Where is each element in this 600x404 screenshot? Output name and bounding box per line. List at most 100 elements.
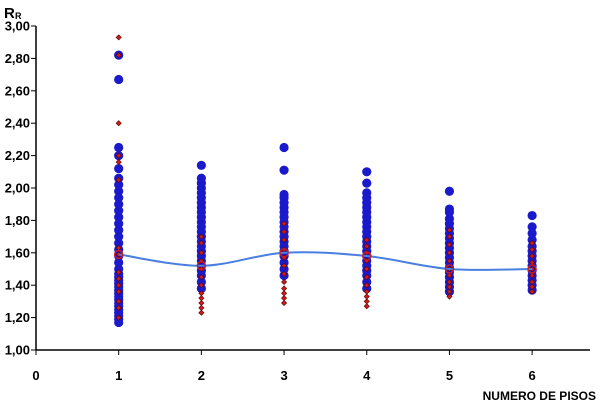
red-point: [198, 299, 205, 307]
x-tick-label: 4: [363, 368, 371, 383]
red-point: [446, 233, 453, 240]
red-point: [529, 240, 536, 247]
red-point: [446, 249, 453, 256]
red-point: [198, 249, 205, 256]
blue-point: [114, 206, 124, 216]
red-point: [115, 152, 122, 159]
y-tick-label: 1,60: [5, 245, 30, 260]
red-point: [115, 275, 122, 282]
blue-point: [114, 238, 124, 248]
y-tick-label: 2,40: [5, 116, 30, 131]
blue-point: [527, 235, 537, 245]
red-point: [115, 159, 122, 166]
blue-point: [362, 277, 372, 287]
red-point: [529, 288, 536, 295]
blue-point: [114, 219, 124, 229]
red-point: [363, 236, 370, 243]
red-point: [198, 274, 205, 281]
y-tick-label: 3,00: [5, 19, 30, 34]
x-tick-label: 0: [32, 368, 39, 383]
red-point: [281, 236, 288, 243]
blue-point: [527, 241, 537, 251]
red-point: [198, 309, 205, 316]
y-tick-label: 1,20: [5, 310, 30, 325]
red-point: [446, 241, 453, 248]
red-point: [363, 298, 370, 305]
red-point: [446, 283, 453, 290]
series-red-points: [115, 34, 536, 321]
blue-point: [527, 210, 537, 221]
red-point: [115, 288, 122, 295]
x-tick-label: 3: [280, 368, 287, 383]
blue-point: [444, 214, 455, 224]
blue-point: [114, 142, 124, 153]
blue-point: [114, 257, 124, 268]
red-point: [363, 293, 370, 300]
red-point: [198, 257, 205, 264]
x-tick-label: 1: [115, 368, 122, 383]
blue-point: [279, 189, 289, 200]
red-point: [363, 243, 370, 250]
y-tick-label: 2,80: [5, 51, 30, 66]
red-point: [115, 269, 122, 276]
y-tick-label: 1,80: [5, 213, 30, 228]
red-point: [446, 272, 453, 279]
blue-point: [114, 225, 124, 235]
red-point: [198, 304, 205, 311]
red-point: [198, 240, 205, 247]
red-point: [281, 228, 288, 235]
red-point: [446, 288, 453, 295]
x-axis-title: NUMERO DE PISOS: [483, 389, 596, 403]
red-point: [198, 295, 205, 302]
blue-point: [279, 142, 289, 153]
red-point: [281, 278, 288, 285]
red-point: [529, 246, 536, 253]
red-point: [281, 262, 288, 269]
red-point: [115, 52, 122, 59]
blue-point: [114, 163, 124, 174]
red-point: [115, 304, 122, 311]
blue-point: [114, 212, 124, 222]
blue-point: [114, 74, 124, 85]
blue-point: [362, 188, 372, 198]
blue-point: [279, 264, 289, 274]
red-point: [529, 278, 536, 285]
tick-labels: 1,00 1,20 1,40 1,60 1,80 2,00 2,20 2,40 2,60 2,80…: [5, 19, 536, 384]
blue-point: [196, 173, 206, 183]
red-point: [115, 282, 122, 289]
blue-point: [527, 228, 537, 238]
red-point: [281, 299, 288, 307]
x-tick-label: 5: [446, 368, 453, 383]
blue-point: [114, 199, 124, 209]
red-point: [115, 34, 122, 41]
red-point: [115, 298, 122, 305]
x-tick-label: 6: [529, 368, 536, 383]
red-point: [281, 285, 288, 292]
y-tick-label: 1,40: [5, 278, 30, 293]
red-point: [446, 257, 453, 264]
red-point: [198, 282, 205, 289]
red-point: [281, 220, 288, 227]
axes: [31, 25, 590, 355]
red-point: [198, 265, 205, 273]
x-tick-label: 2: [198, 368, 205, 383]
blue-point: [362, 167, 372, 177]
blue-point: [114, 264, 124, 274]
y-tick-label: 2,60: [5, 83, 30, 98]
blue-point: [279, 257, 289, 268]
mean-line-group: [113, 248, 537, 274]
red-point: [363, 265, 370, 273]
y-tick-label: 2,00: [5, 181, 30, 196]
blue-point: [362, 178, 372, 188]
red-point: [529, 272, 536, 279]
red-point: [281, 270, 288, 277]
mean-line: [118, 251, 533, 271]
blue-point: [444, 204, 455, 214]
y-axis-title-subscript: R: [15, 11, 22, 21]
blue-point: [527, 222, 537, 232]
red-point: [529, 253, 536, 260]
red-point: [446, 278, 453, 285]
y-axis-title: R: [4, 5, 15, 22]
series-blue-points: [114, 50, 537, 328]
